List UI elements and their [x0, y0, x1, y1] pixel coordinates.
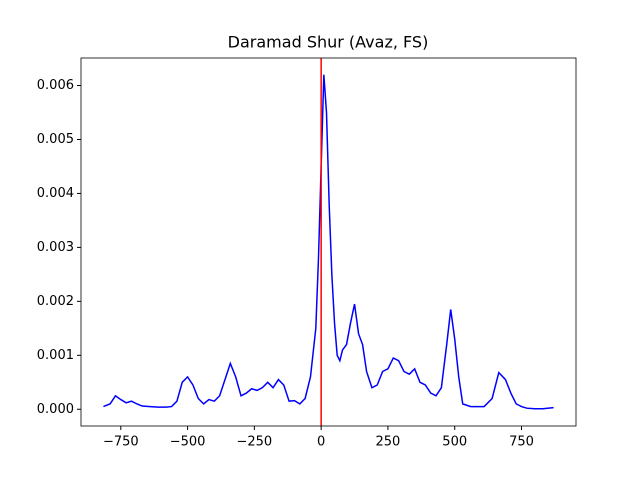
- y-tick-label: 0.005: [37, 132, 74, 147]
- x-tick-label: 500: [442, 435, 467, 450]
- chart-title: Daramad Shur (Avaz, FS): [228, 33, 429, 52]
- x-tick-label: 250: [376, 435, 401, 450]
- y-tick-label: 0.002: [37, 294, 74, 309]
- x-tick-label: 750: [509, 435, 534, 450]
- y-tick-label: 0.003: [37, 240, 74, 255]
- y-tick-label: 0.001: [37, 348, 74, 363]
- y-tick-label: 0.000: [37, 402, 74, 417]
- x-tick-label: −250: [237, 435, 273, 450]
- data-line: [103, 74, 554, 410]
- x-tick-label: −750: [103, 435, 139, 450]
- x-tick-label: −500: [170, 435, 206, 450]
- y-tick-label: 0.006: [37, 78, 74, 93]
- x-tick-label: 0: [317, 435, 325, 450]
- plot-frame: [80, 57, 577, 427]
- y-tick-label: 0.004: [37, 186, 74, 201]
